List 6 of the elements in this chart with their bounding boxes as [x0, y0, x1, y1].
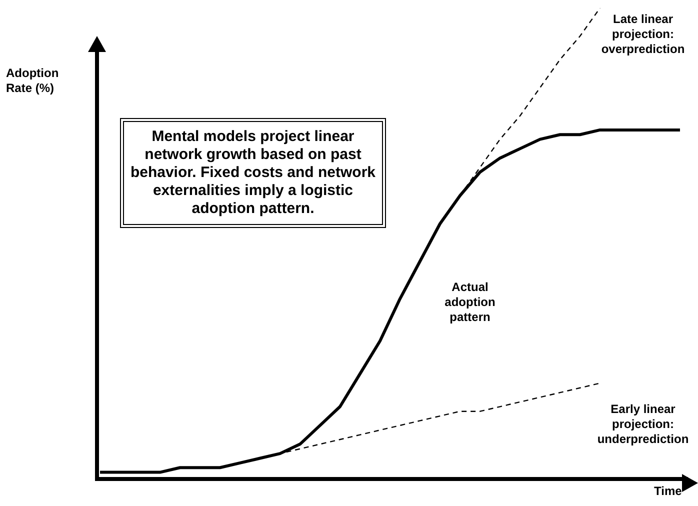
- annotation: Mental models project linear network growth based on past behavior. Fixed costs and network externalities imply a logistic adoption pattern.: [120, 118, 386, 228]
- x-axis-title: Time: [654, 484, 682, 499]
- series-label: Late linear projection: overprediction: [600, 12, 686, 57]
- series-label: Early linear projection: underprediction: [596, 402, 690, 447]
- text: Actual adoption pattern: [444, 280, 496, 325]
- y-axis-title: Adoption Rate (%): [6, 66, 60, 96]
